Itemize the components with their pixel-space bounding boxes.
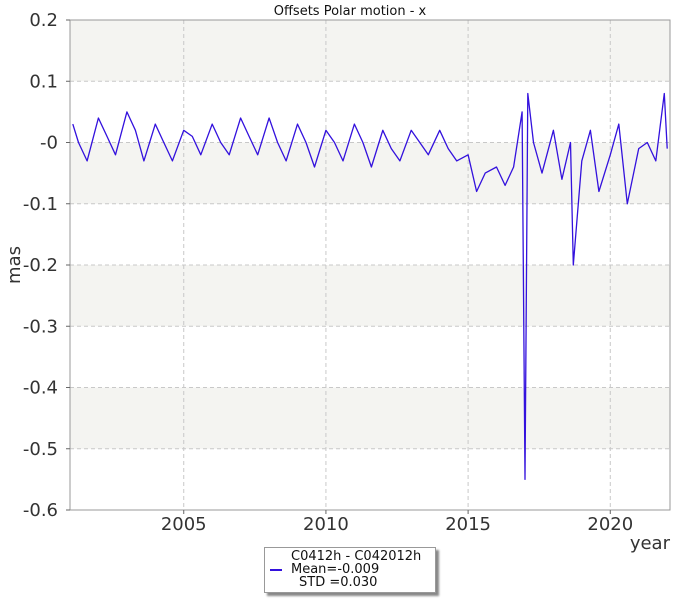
legend-series-name: C0412h - C042012h <box>291 549 422 564</box>
background-band <box>70 20 670 82</box>
y-tick-label: -0.1 <box>23 194 58 215</box>
x-axis: 2005 2010 2015 2020 <box>161 510 633 535</box>
x-tick-label: 2020 <box>587 514 633 535</box>
background-band <box>70 142 670 204</box>
y-tick-label: -0 <box>40 133 58 154</box>
y-tick-label: -0.4 <box>23 378 58 399</box>
y-tick-label: 0.2 <box>29 10 58 31</box>
y-tick-label: 0.1 <box>29 71 58 92</box>
chart-title: Offsets Polar motion - x <box>274 4 427 19</box>
y-tick-label: -0.2 <box>23 255 58 276</box>
y-axis: 0.2 0.1 -0 -0.1 -0.2 -0.3 -0.4 -0.5 -0.6 <box>23 10 70 521</box>
series-layer <box>72 92 668 481</box>
x-tick-label: 2005 <box>161 514 207 535</box>
legend-std: STD =0.030 <box>299 575 378 590</box>
background-bands <box>70 20 670 449</box>
y-axis-label: mas <box>4 246 25 284</box>
legend-swatch <box>270 569 282 571</box>
y-tick-label: -0.6 <box>23 500 58 521</box>
x-axis-label: year <box>630 533 671 554</box>
y-tick-label: -0.3 <box>23 316 58 337</box>
legend: C0412h - C042012h Mean=-0.009 STD =0.030 <box>264 547 436 593</box>
x-tick-label: 2015 <box>445 514 491 535</box>
background-band <box>70 265 670 327</box>
y-tick-label: -0.5 <box>23 439 58 460</box>
legend-mean: Mean=-0.009 <box>291 562 380 577</box>
background-band <box>70 387 670 449</box>
x-tick-label: 2010 <box>303 514 349 535</box>
series-line <box>72 92 668 481</box>
